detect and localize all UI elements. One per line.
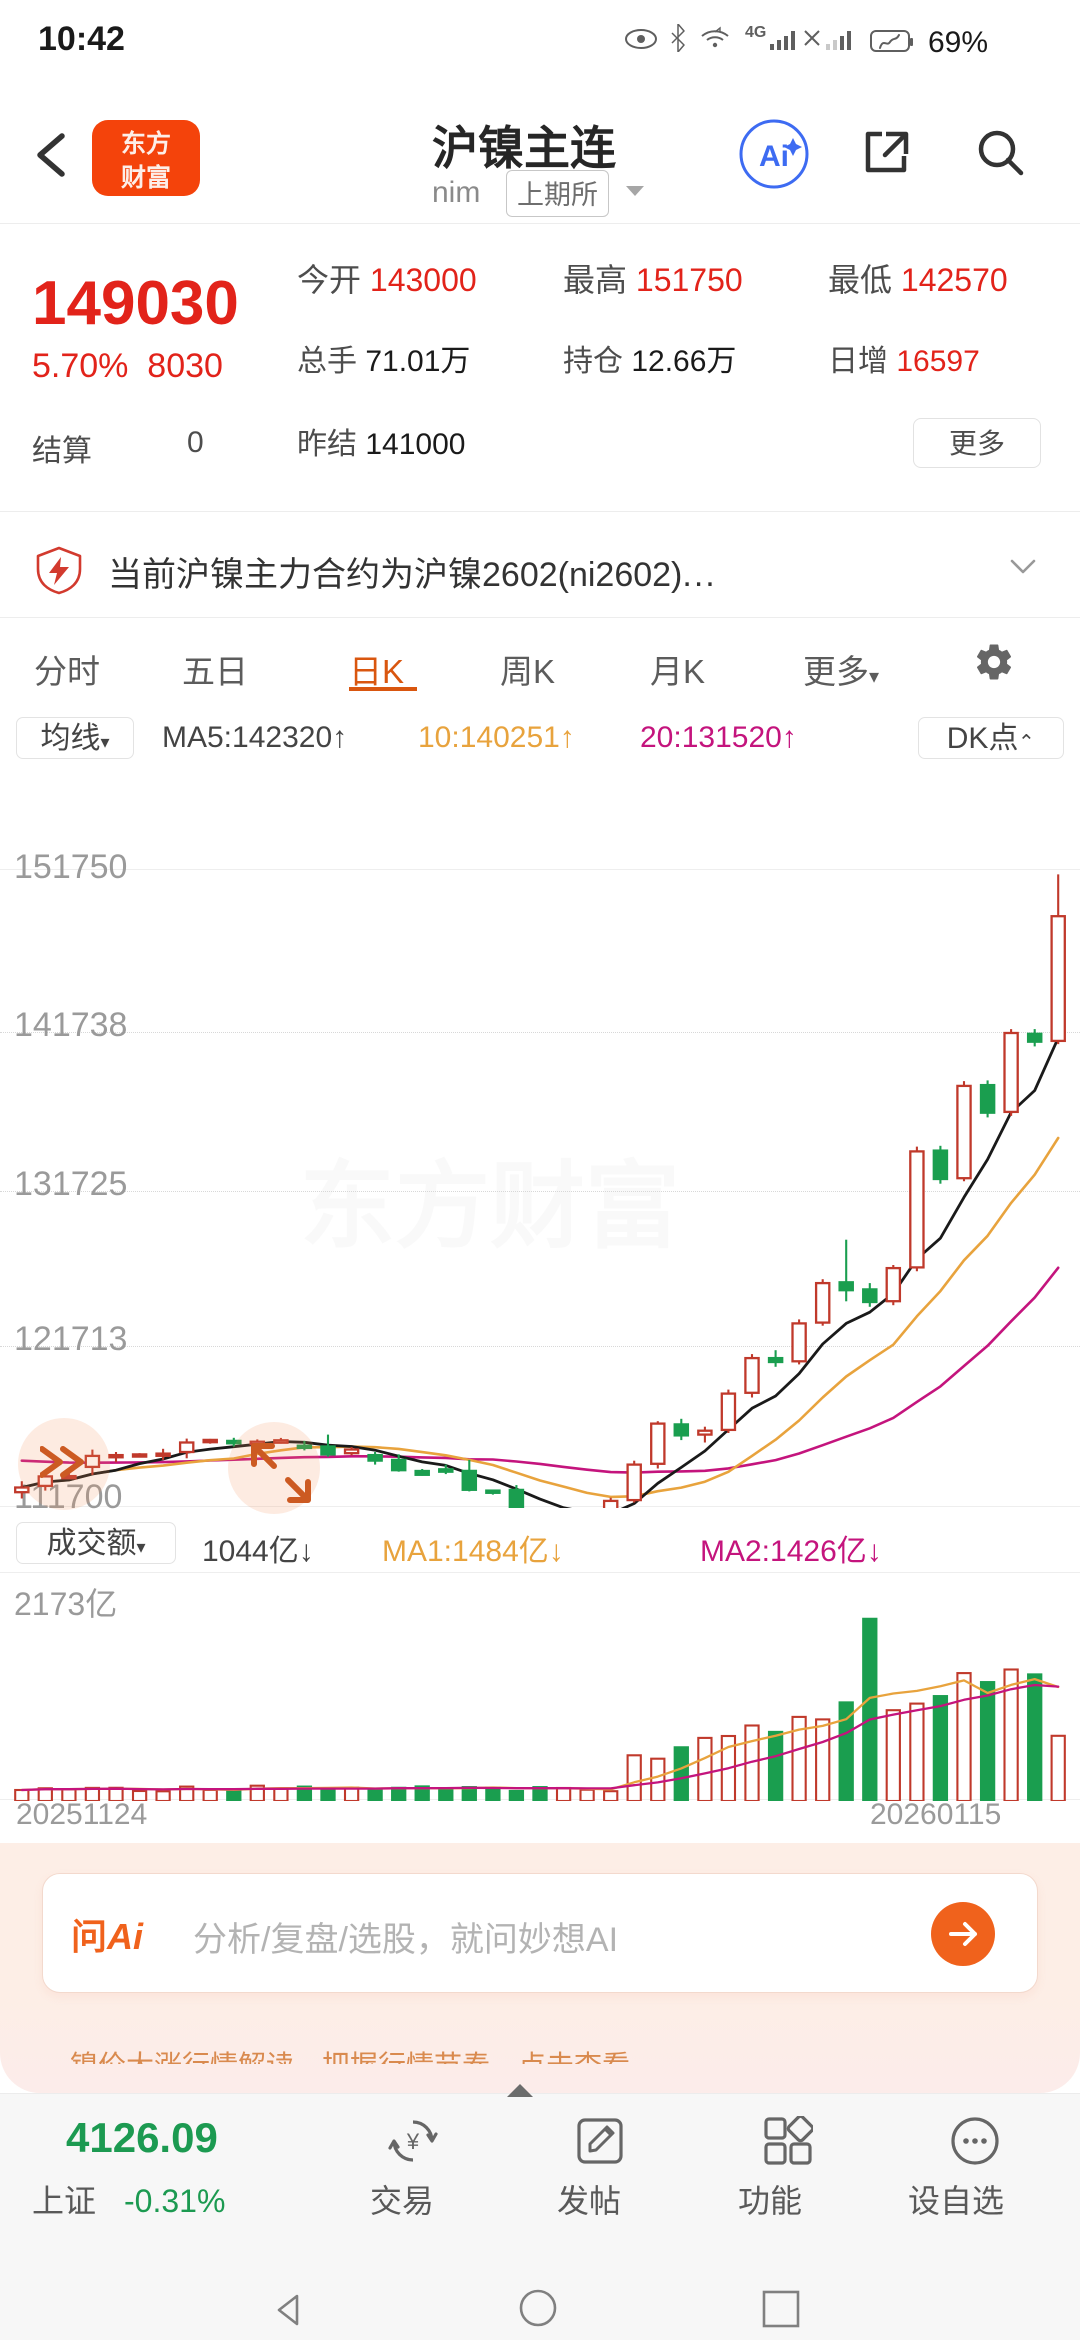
- svg-text:¥: ¥: [406, 2129, 420, 2154]
- svg-text:Ai: Ai: [759, 140, 789, 173]
